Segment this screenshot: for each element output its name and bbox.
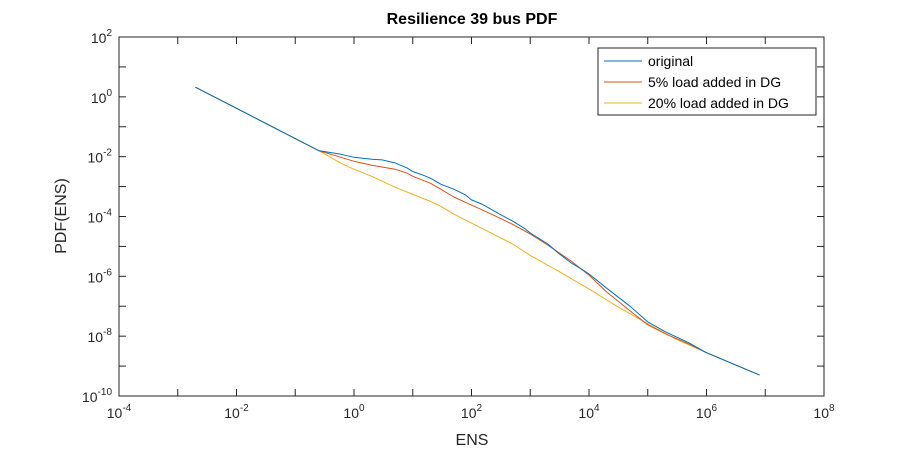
y-tick-label: 102 bbox=[91, 28, 113, 46]
legend-label: 5% load added in DG bbox=[648, 74, 781, 90]
x-tick-label: 104 bbox=[578, 403, 600, 421]
y-tick-label: 10-8 bbox=[88, 327, 113, 345]
x-tick-label: 106 bbox=[696, 403, 718, 421]
series-line-1 bbox=[195, 86, 760, 376]
series-line-2 bbox=[195, 86, 760, 376]
y-tick-label: 10-10 bbox=[82, 387, 112, 405]
x-tick-label: 10-4 bbox=[107, 403, 132, 421]
x-tick-labels: 10-4 10-2 100 102 104 106 108 bbox=[107, 403, 835, 421]
x-tick-label: 10-2 bbox=[224, 403, 249, 421]
x-axis-label: ENS bbox=[456, 432, 489, 449]
legend: original 5% load added in DG 20% load adde… bbox=[597, 47, 817, 116]
y-axis-label: PDF(ENS) bbox=[53, 178, 70, 254]
x-tick-label: 102 bbox=[461, 403, 483, 421]
series-layer bbox=[195, 86, 760, 376]
series-line-3 bbox=[195, 86, 760, 376]
tick-layer bbox=[118, 36, 825, 397]
y-tick-label: 10-6 bbox=[88, 267, 113, 285]
x-tick-label: 100 bbox=[343, 403, 365, 421]
x-tick-label: 108 bbox=[813, 403, 835, 421]
y-tick-label: 10-2 bbox=[88, 148, 113, 166]
y-tick-label: 10-4 bbox=[88, 208, 113, 226]
y-tick-labels: 10-10 10-8 10-6 10-4 10-2 100 102 bbox=[82, 28, 112, 405]
y-tick-label: 100 bbox=[91, 88, 113, 106]
legend-label: original bbox=[648, 53, 693, 69]
legend-label: 20% load added in DG bbox=[648, 95, 789, 111]
chart-title: Resilience 39 bus PDF bbox=[387, 11, 558, 28]
